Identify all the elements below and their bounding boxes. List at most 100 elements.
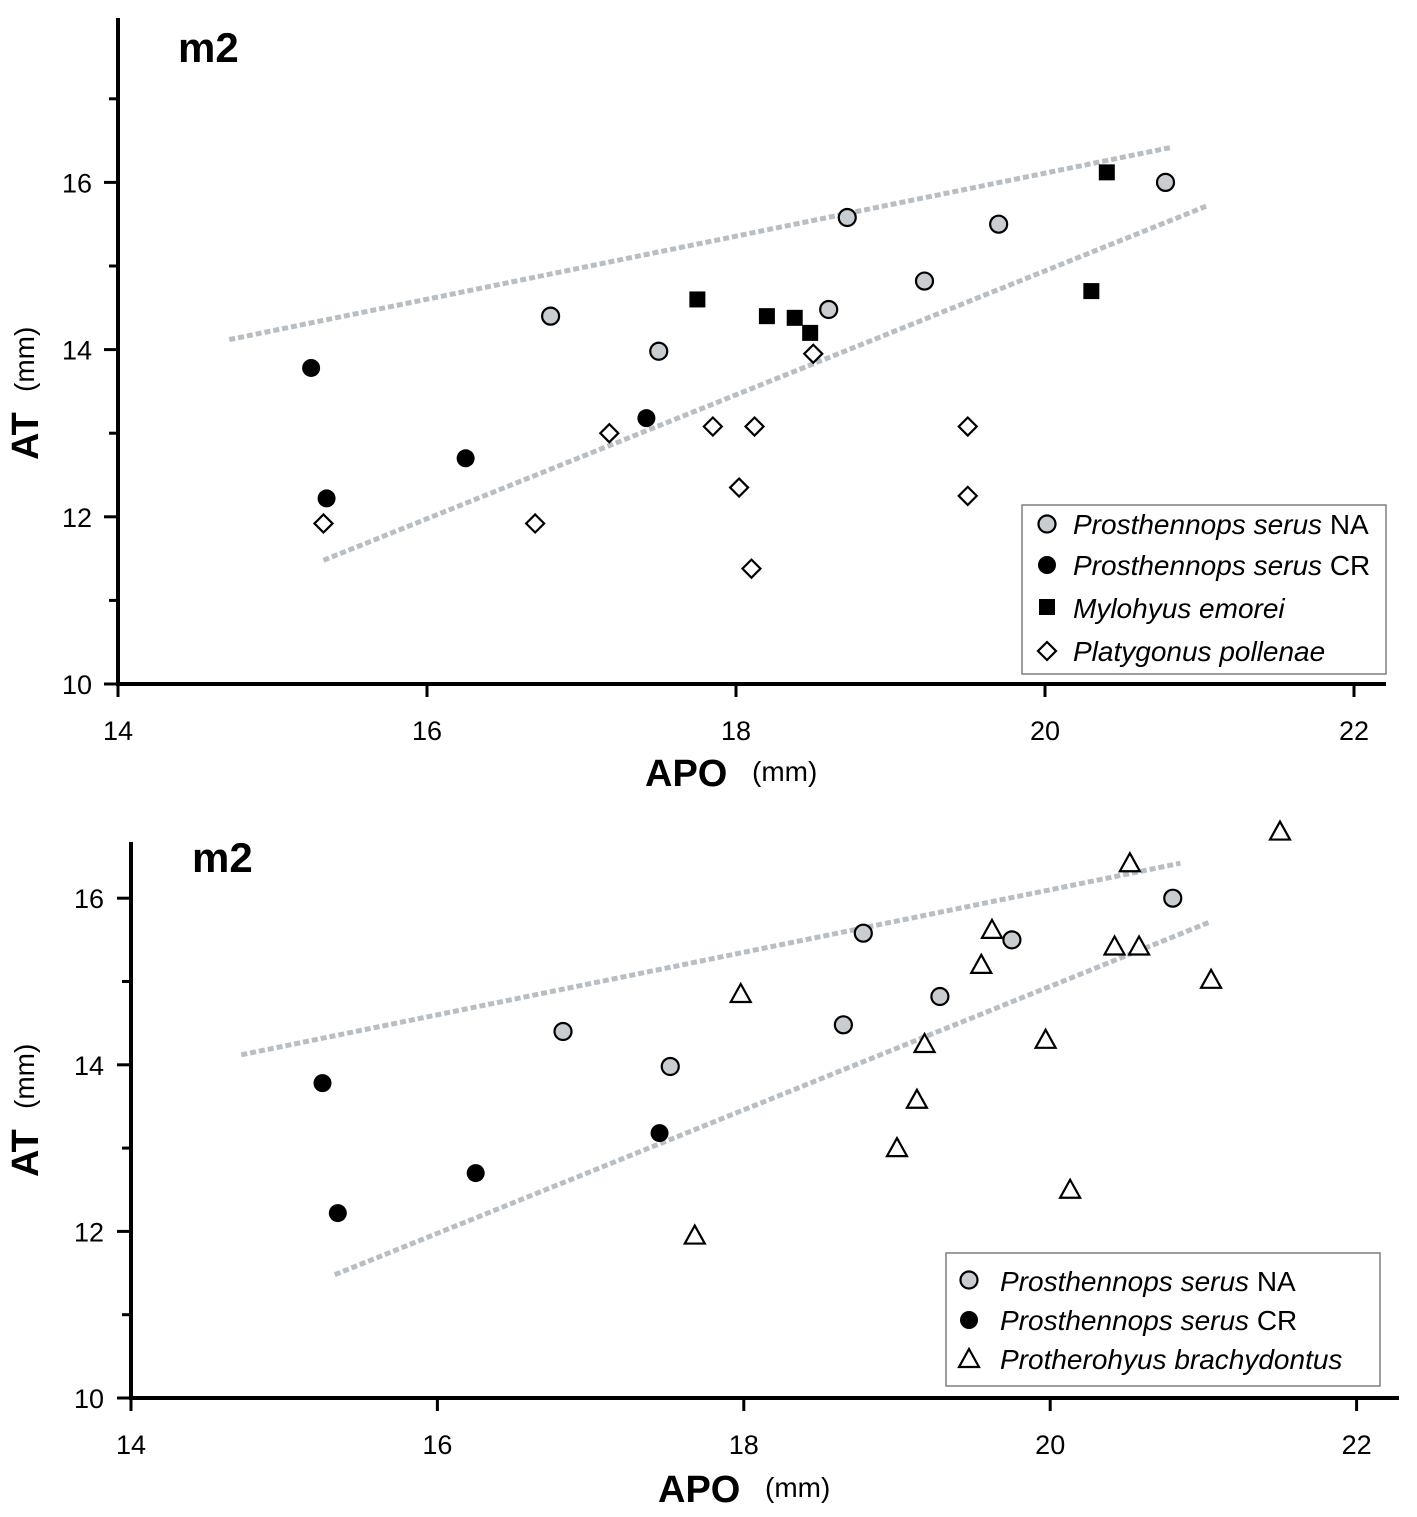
y-tick-label: 10 [74, 1384, 104, 1414]
data-point [885, 1135, 909, 1158]
ticks [104, 97, 1356, 697]
chart-panel-2: 14 16 18 20 22 10 12 14 16 m2 APO (mm) A… [5, 819, 1399, 1511]
data-point [302, 358, 321, 377]
data-point [702, 415, 724, 438]
data-point [1102, 934, 1127, 956]
reference-dashed-line [240, 860, 1181, 1058]
y-tick-label: 10 [62, 670, 92, 700]
legend: Prosthennops serus NA Prosthennops serus… [945, 1252, 1381, 1387]
legend-symbols [957, 1270, 981, 1369]
y-tick-label: 16 [74, 884, 104, 914]
data-point [1083, 283, 1100, 300]
data-point [740, 558, 763, 580]
y-axis-title-group: AT (mm) [5, 327, 47, 460]
x-tick-label: 14 [116, 1430, 146, 1460]
x-tick-label: 20 [1030, 716, 1060, 746]
data-point [914, 271, 935, 291]
legend-symbol [959, 1270, 979, 1290]
legend-label: Protherohyus brachydontus [1000, 1344, 1342, 1375]
x-tick-labels: 14 16 18 20 22 [116, 1430, 1372, 1460]
y-axis-title: AT [5, 412, 47, 460]
data-point [540, 306, 561, 326]
y-tick-label: 14 [62, 336, 92, 366]
data-point [758, 308, 775, 325]
data-point [802, 324, 819, 341]
legend-box [1021, 504, 1387, 675]
data-point [1163, 888, 1183, 908]
data-point [650, 1124, 669, 1143]
legend-box [945, 1252, 1381, 1387]
legend-symbol [957, 1346, 981, 1369]
data-point [728, 476, 750, 499]
markers [302, 164, 1176, 580]
data-point [930, 986, 950, 1007]
data-point [819, 299, 839, 320]
x-axis-title: APO [658, 1469, 740, 1511]
data-point [328, 1204, 347, 1223]
data-point [1117, 850, 1142, 873]
legend-label: Prosthennops serus CR [1073, 550, 1370, 581]
data-point [833, 1015, 853, 1035]
panel-title: m2 [178, 24, 239, 71]
x-tick-labels: 14 16 18 20 22 [103, 716, 1369, 746]
data-point [1199, 967, 1223, 989]
data-point [689, 291, 706, 308]
data-point [802, 343, 824, 365]
data-point [524, 512, 546, 535]
data-point [1058, 1177, 1082, 1199]
x-tick-label: 22 [1339, 716, 1369, 746]
x-tick-label: 18 [721, 716, 751, 746]
data-point [905, 1087, 929, 1109]
legend-symbol [1038, 556, 1056, 574]
data-point [853, 923, 873, 943]
legend-symbol [1037, 514, 1057, 534]
data-point [1033, 1027, 1058, 1049]
trend-lines [240, 860, 1212, 1278]
data-point [969, 952, 994, 974]
legend-label: Prosthennops serus CR [1000, 1305, 1297, 1336]
data-point [1002, 930, 1022, 950]
data-point [317, 489, 336, 508]
legend: Prosthennops serus NA Prosthennops serus… [1021, 504, 1387, 675]
markers [313, 819, 1292, 1245]
data-point [786, 309, 803, 326]
x-axis-unit: (mm) [752, 756, 817, 787]
x-tick-label: 18 [729, 1430, 759, 1460]
data-point [313, 1074, 332, 1093]
legend-label: Prosthennops serus NA [1000, 1266, 1296, 1297]
data-point [728, 981, 753, 1004]
data-point [637, 409, 656, 428]
trend-lines [228, 144, 1209, 563]
reference-dashed-line [322, 203, 1209, 563]
data-point [1268, 819, 1292, 841]
data-point [1098, 164, 1115, 181]
x-tick-label: 20 [1035, 1430, 1065, 1460]
y-tick-label: 16 [62, 168, 92, 198]
y-axis-unit: (mm) [9, 1044, 40, 1109]
legend-label: Prosthennops serus NA [1073, 509, 1369, 540]
y-axis-unit: (mm) [9, 327, 40, 392]
legend-symbols [1036, 514, 1058, 662]
data-point [660, 1056, 680, 1077]
reference-dashed-line [228, 144, 1173, 343]
x-axis-unit: (mm) [765, 1472, 830, 1503]
legend-symbol [1036, 640, 1058, 662]
reference-dashed-line [333, 919, 1212, 1278]
data-point [957, 485, 979, 507]
data-point [598, 422, 620, 444]
data-point [1127, 934, 1151, 956]
y-axis-title-group: AT (mm) [5, 1044, 47, 1177]
legend-symbol [960, 1311, 978, 1329]
x-tick-label: 14 [103, 716, 133, 746]
x-axis-title: APO [645, 753, 727, 795]
data-point [312, 512, 335, 535]
chart-panel-1: 14 16 18 20 22 10 12 14 16 m2 APO (mm) A… [5, 18, 1387, 795]
data-point [989, 214, 1009, 234]
panel-title: m2 [192, 834, 253, 881]
y-tick-labels: 10 12 14 16 [74, 884, 104, 1414]
y-tick-label: 12 [62, 503, 92, 533]
ticks [117, 896, 1359, 1411]
y-tick-label: 12 [74, 1217, 104, 1247]
data-point [957, 415, 979, 438]
